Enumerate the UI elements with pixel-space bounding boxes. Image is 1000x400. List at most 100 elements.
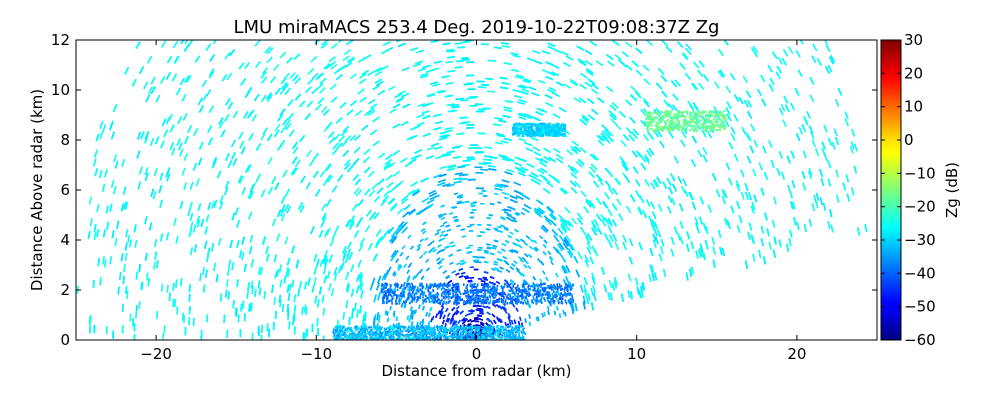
radar-gate — [555, 81, 564, 87]
radar-gate — [712, 259, 716, 268]
radar-gate — [750, 205, 755, 214]
radar-gate — [430, 298, 434, 304]
radar-gate — [546, 293, 549, 297]
radar-gate — [487, 283, 490, 287]
radar-gate — [229, 239, 233, 249]
radar-gate — [276, 209, 282, 218]
radar-gate — [573, 145, 582, 153]
radar-gate — [406, 282, 408, 286]
radar-gate — [138, 301, 141, 310]
radar-gate — [521, 296, 523, 299]
radar-gate — [429, 283, 431, 286]
radar-gate — [418, 296, 420, 299]
radar-gate — [552, 113, 561, 119]
radar-gate — [457, 165, 466, 169]
radar-gate — [388, 293, 390, 297]
radar-gate — [144, 216, 148, 225]
radar-gate — [453, 320, 458, 326]
radar-gate — [545, 218, 552, 226]
radar-gate — [550, 288, 553, 291]
radar-gate — [760, 238, 764, 247]
radar-gate — [492, 295, 494, 298]
radar-gate — [484, 249, 489, 253]
radar-gate — [809, 76, 815, 85]
radar-gate — [584, 233, 590, 241]
radar-gate — [437, 310, 441, 315]
radar-gate — [277, 114, 284, 122]
radar-gate — [519, 258, 525, 263]
radar-gate — [528, 86, 537, 91]
radar-gate — [427, 321, 431, 326]
radar-gate — [542, 243, 547, 249]
radar-gate — [373, 294, 377, 303]
radar-gate — [522, 207, 530, 213]
radar-gate — [591, 227, 597, 236]
radar-gate — [387, 85, 396, 91]
plot-area — [76, 40, 868, 340]
radar-gate — [416, 247, 421, 252]
radar-gate — [719, 247, 723, 256]
radar-gate — [356, 285, 360, 294]
radar-gate — [558, 285, 560, 289]
radar-gate — [406, 315, 410, 320]
radar-gate — [248, 211, 253, 220]
radar-gate — [204, 240, 208, 249]
radar-gate — [618, 110, 626, 118]
radar-gate — [386, 181, 394, 189]
radar-gate — [425, 267, 431, 272]
radar-gate — [745, 132, 751, 141]
radar-gate — [513, 189, 522, 195]
radar-gate — [254, 60, 262, 69]
radar-gate — [711, 236, 715, 245]
radar-gate — [488, 168, 497, 171]
radar-gate — [427, 242, 432, 247]
radar-gate — [367, 242, 374, 251]
chart-title: LMU miraMACS 253.4 Deg. 2019-10-22T09:08… — [234, 17, 720, 38]
radar-gate — [556, 153, 564, 160]
radar-gate — [429, 81, 439, 85]
radar-gate — [487, 59, 496, 62]
radar-gate — [712, 246, 716, 255]
radar-gate — [112, 104, 118, 113]
radar-gate — [367, 70, 375, 77]
radar-gate — [271, 218, 277, 227]
radar-gate — [570, 145, 578, 152]
radar-gate — [630, 94, 638, 102]
radar-gate — [134, 239, 138, 248]
radar-gate — [439, 302, 442, 305]
radar-gate — [501, 179, 510, 184]
radar-gate — [620, 161, 628, 169]
radar-gate — [595, 197, 602, 205]
radar-gate — [760, 187, 765, 196]
radar-gate — [403, 204, 411, 211]
radar-gate — [806, 110, 811, 119]
radar-gate — [507, 297, 510, 300]
radar-gate — [492, 301, 494, 304]
radar-gate — [526, 57, 536, 62]
radar-gate — [485, 228, 491, 231]
radar-gate — [248, 303, 251, 312]
radar-gate — [719, 69, 726, 77]
radar-gate — [160, 40, 167, 48]
radar-gate — [116, 220, 120, 229]
radar-gate — [295, 260, 300, 269]
radar-gate — [523, 264, 528, 269]
radar-gate — [503, 211, 509, 215]
radar-gate — [661, 90, 668, 98]
radar-gate — [300, 175, 306, 184]
radar-gate — [627, 273, 632, 282]
radar-gate — [429, 306, 433, 312]
radar-gate — [293, 305, 297, 314]
radar-gate — [354, 134, 362, 142]
radar-gate — [584, 81, 593, 88]
radar-gate — [585, 200, 592, 208]
radar-gate — [532, 50, 541, 55]
radar-gate — [375, 237, 382, 246]
radar-gate — [655, 82, 663, 90]
radar-gate — [400, 157, 408, 164]
radar-gate — [123, 263, 126, 273]
radar-gate — [667, 205, 672, 214]
radar-gate — [578, 97, 587, 104]
radar-gate — [487, 165, 496, 168]
radar-gate — [266, 94, 273, 102]
